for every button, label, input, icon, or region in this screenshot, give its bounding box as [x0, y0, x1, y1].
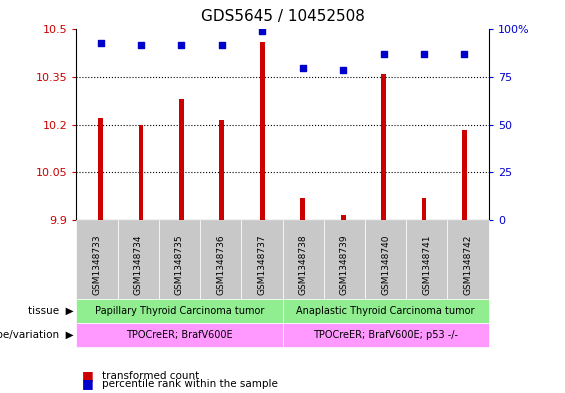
Point — [218, 42, 227, 48]
Text: TPOCreER; BrafV600E: TPOCreER; BrafV600E — [126, 330, 233, 340]
Text: GSM1348742: GSM1348742 — [464, 234, 472, 295]
Point — [460, 51, 469, 57]
Text: GSM1348739: GSM1348739 — [340, 234, 349, 295]
Text: GSM1348734: GSM1348734 — [134, 234, 142, 295]
Bar — [219, 120, 224, 220]
Bar — [179, 99, 184, 220]
Text: TPOCreER; BrafV600E; p53 -/-: TPOCreER; BrafV600E; p53 -/- — [313, 330, 458, 340]
Point — [96, 40, 105, 46]
Point — [137, 42, 146, 48]
Point — [298, 64, 307, 71]
Text: GSM1348733: GSM1348733 — [93, 234, 101, 295]
Text: genotype/variation  ▶: genotype/variation ▶ — [0, 330, 73, 340]
Point — [338, 66, 347, 73]
Bar — [462, 130, 467, 220]
Point — [258, 28, 267, 35]
Text: percentile rank within the sample: percentile rank within the sample — [102, 378, 277, 389]
Point — [379, 51, 388, 57]
Bar — [138, 125, 144, 220]
Text: Papillary Thyroid Carcinoma tumor: Papillary Thyroid Carcinoma tumor — [95, 306, 264, 316]
Point — [419, 51, 428, 57]
Bar — [381, 74, 386, 220]
Text: GSM1348736: GSM1348736 — [216, 234, 225, 295]
Text: transformed count: transformed count — [102, 371, 199, 381]
Title: GDS5645 / 10452508: GDS5645 / 10452508 — [201, 9, 364, 24]
Text: GSM1348738: GSM1348738 — [299, 234, 307, 295]
Text: GSM1348735: GSM1348735 — [175, 234, 184, 295]
Text: GSM1348740: GSM1348740 — [381, 234, 390, 295]
Bar — [341, 215, 346, 220]
Text: GSM1348737: GSM1348737 — [258, 234, 266, 295]
Text: tissue  ▶: tissue ▶ — [28, 306, 73, 316]
Bar — [260, 42, 265, 220]
Text: ■: ■ — [82, 377, 94, 390]
Point — [177, 42, 186, 48]
Text: ■: ■ — [82, 369, 94, 382]
Bar — [98, 118, 103, 220]
Text: Anaplastic Thyroid Carcinoma tumor: Anaplastic Thyroid Carcinoma tumor — [297, 306, 475, 316]
Bar — [421, 198, 427, 220]
Text: GSM1348741: GSM1348741 — [423, 234, 431, 295]
Bar — [300, 198, 305, 220]
